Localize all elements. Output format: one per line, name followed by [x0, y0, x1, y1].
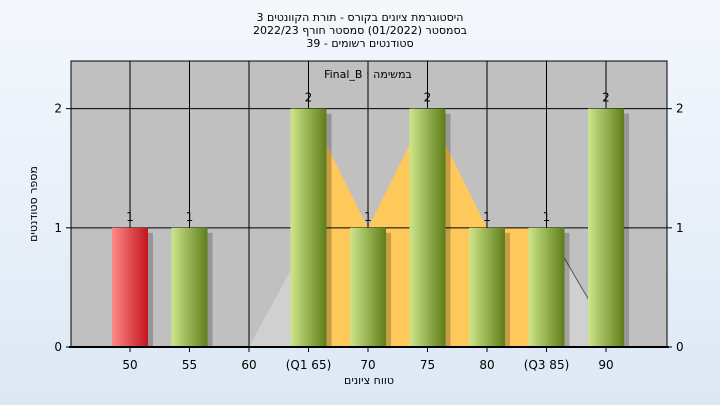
tick-labels: 0 0 1 1 2 2 50 55 60 (Q1 65) 70 75 80 (Q3 85) 90: [54, 102, 683, 372]
x-tick-label: (Q1 65): [286, 358, 332, 372]
chart-title: היסטוגרמת ציונים בקורס - תורת הקוונטים 3…: [253, 11, 467, 50]
chart-annotation: Final_B : במשימה: [324, 68, 412, 81]
x-tick-label: 50: [122, 358, 137, 372]
axes: [66, 60, 672, 352]
bar-70: [350, 227, 386, 347]
data-label-50: 1: [126, 210, 134, 224]
title-line-3: 39 - סטודנטים רשומים: [306, 37, 413, 50]
y-axis-label: מספר סטודנטים: [27, 166, 40, 242]
bar-(Q1 65): [290, 108, 327, 348]
bars: [112, 108, 629, 348]
x-tick-label: 60: [241, 358, 256, 372]
data-labels: 1 1 2 1 2 1 1 2: [126, 91, 610, 224]
x-axis-label: טווח ציונים: [344, 374, 394, 387]
title-line-2: בסמסטר (01/2022) סמסטר חורף 2022/23: [253, 24, 467, 37]
bar-90: [588, 108, 624, 348]
x-tick-label: (Q3 85): [524, 358, 570, 372]
y-tick-label-left: 0: [54, 340, 62, 354]
data-label-80: 1: [483, 210, 491, 224]
y-tick-label-right: 0: [676, 340, 684, 354]
title-line-1: היסטוגרמת ציונים בקורס - תורת הקוונטים 3: [257, 11, 464, 24]
data-label-70: 1: [364, 210, 372, 224]
data-label-(Q1 65): 2: [305, 91, 313, 105]
bar-(Q3 85): [528, 227, 565, 347]
x-tick-label: 75: [420, 358, 435, 372]
x-tick-label: 70: [360, 358, 375, 372]
bar-55: [171, 227, 208, 347]
y-tick-label-right: 2: [676, 102, 684, 116]
x-tick-label: 55: [182, 358, 197, 372]
y-tick-label-left: 1: [54, 221, 62, 235]
data-label-(Q3 85): 1: [543, 210, 551, 224]
x-tick-label: 90: [598, 358, 613, 372]
x-tick-label: 80: [479, 358, 494, 372]
bar-80: [469, 227, 505, 347]
y-tick-label-right: 1: [676, 221, 684, 235]
data-label-90: 2: [602, 91, 610, 105]
data-label-75: 2: [424, 91, 432, 105]
bar-75: [409, 108, 446, 348]
y-tick-label-left: 2: [54, 102, 62, 116]
data-label-55: 1: [186, 210, 194, 224]
bar-50: [112, 227, 148, 347]
